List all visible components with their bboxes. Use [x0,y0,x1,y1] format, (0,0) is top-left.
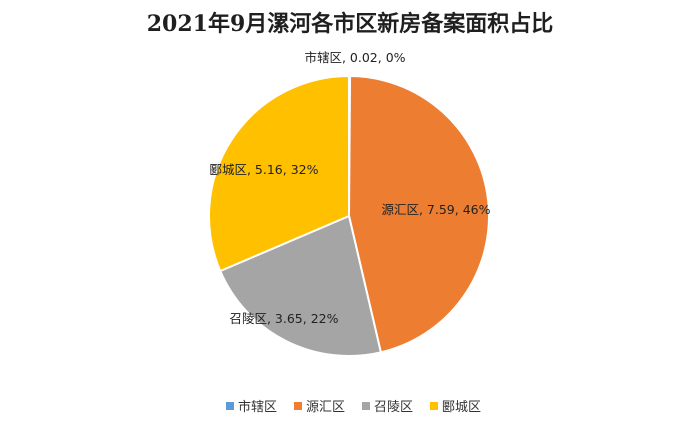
pie-slice-2 [347,74,490,354]
legend-label-4: 郾城区 [442,400,481,415]
slice-labels: 市辖区, 0.02, 0% 源汇区, 7.59, 46% 召陵区, 3.65, 22… [209,50,490,326]
slice-label-2: 源汇区, 7.59, 46% [381,202,490,217]
slice-label-3: 召陵区, 3.65, 22% [229,311,338,326]
legend-swatch-4 [430,402,438,410]
legend-swatch-1 [226,402,234,410]
pie-slice-3 [218,214,383,357]
legend-label-3: 召陵区 [374,400,413,415]
chart-title: 2021年9月漯河各市区新房备案面积占比 [147,11,554,37]
slice-label-1: 市辖区, 0.02, 0% [304,50,405,65]
legend-swatch-2 [294,402,302,410]
slice-label-4: 郾城区, 5.16, 32% [209,162,318,177]
pie-slice-4 [208,74,350,273]
legend-label-1: 市辖区 [238,399,277,415]
legend-label-2: 源汇区 [306,400,345,415]
legend-swatch-3 [362,402,370,410]
legend: 市辖区 源汇区 召陵区 郾城区 [226,399,481,415]
pie-slices [208,74,490,357]
